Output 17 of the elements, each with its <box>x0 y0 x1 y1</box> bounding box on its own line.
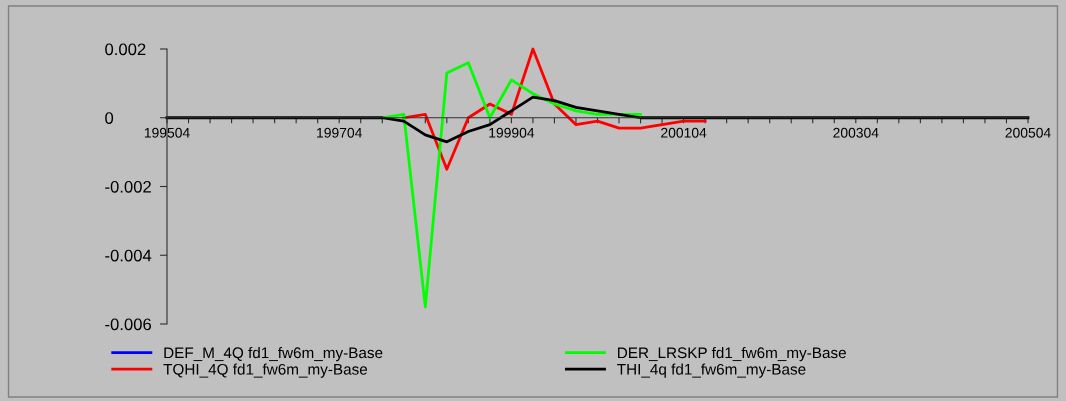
line-series <box>402 47 707 171</box>
line-series <box>380 61 642 309</box>
legend-label: THI_4q fd1_fw6m_my-Base <box>617 363 806 378</box>
x-tick-label: 200504 <box>1005 127 1051 138</box>
y-tick-label: -0.002 <box>105 180 151 193</box>
y-tick-label: -0.004 <box>105 249 152 262</box>
legend-label: TQHI_4Q fd1_fw6m_my-Base <box>163 363 368 378</box>
x-tick-label: 200104 <box>661 127 707 138</box>
x-tick-label: 199504 <box>144 127 190 138</box>
legend-label: DEF_M_4Q fd1_fw6m_my-Base <box>164 346 383 362</box>
y-tick-label: -0.006 <box>105 318 152 331</box>
x-tick-label: 199904 <box>489 127 535 138</box>
x-tick-label: 199704 <box>317 127 362 138</box>
y-tick-label: 0 <box>105 112 114 124</box>
y-tick-label: 0.002 <box>105 43 146 56</box>
legend-label: DER_LRSKP fd1_fw6m_my-Base <box>618 346 846 362</box>
x-tick-label: 200304 <box>833 127 879 138</box>
